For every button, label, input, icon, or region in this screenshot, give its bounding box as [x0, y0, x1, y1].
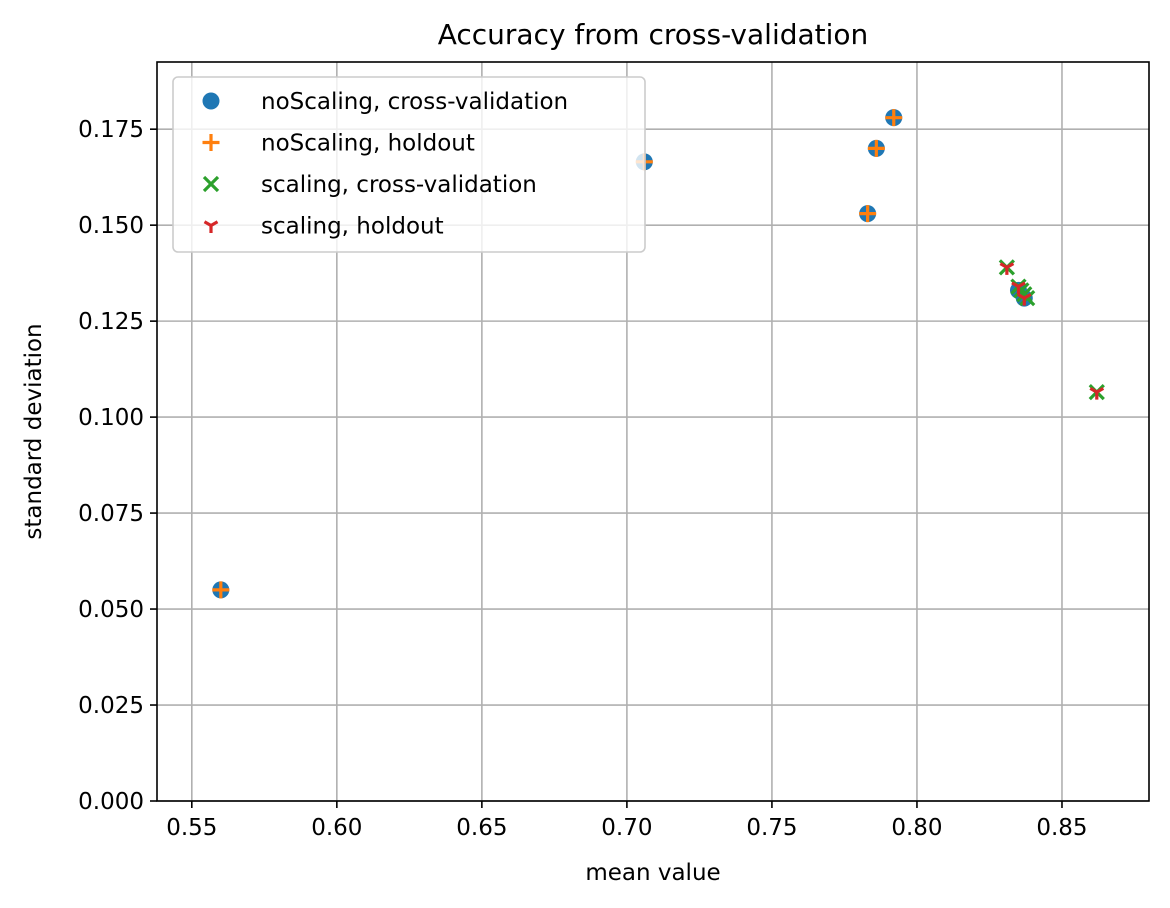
legend-box [172, 76, 646, 253]
legend-marker [202, 175, 220, 193]
legend-entry: scaling, holdout [203, 214, 444, 240]
x-tick-label: 0.80 [891, 815, 942, 841]
legend-label: scaling, cross-validation [261, 172, 537, 198]
data-point [212, 581, 230, 599]
y-tick-label: 0.150 [78, 213, 144, 239]
legend-marker [202, 134, 220, 151]
y-tick-label: 0.125 [78, 309, 144, 335]
x-tick-label: 0.60 [311, 815, 362, 841]
legend-marker [203, 220, 219, 233]
legend-label: noScaling, cross-validation [261, 89, 568, 115]
x-axis-ticks: 0.55 0.60 0.65 0.70 0.75 0.80 0.85 [166, 801, 1088, 841]
data-point [867, 139, 885, 157]
y-tick-label: 0.175 [78, 117, 144, 143]
legend-entry: noScaling, cross-validation [202, 89, 568, 115]
y-tick-label: 0.050 [78, 597, 144, 623]
series-tri_down [999, 262, 1105, 400]
x-tick-label: 0.55 [166, 815, 217, 841]
chart-title: Accuracy from cross-validation [438, 18, 869, 51]
y-axis-label: standard deviation [21, 323, 47, 539]
data-point [1089, 387, 1105, 400]
x-tick-label: 0.75 [746, 815, 797, 841]
y-axis-ticks: 0.000 0.025 0.050 0.075 0.100 0.125 0.150 0.175 [78, 117, 157, 815]
plot-frame [156, 61, 1150, 802]
legend-entry: scaling, cross-validation [202, 172, 537, 198]
data-point [1016, 292, 1032, 306]
y-tick-label: 0.000 [78, 789, 144, 815]
series-x [998, 259, 1105, 401]
legend-entry: noScaling, holdout [202, 131, 475, 157]
data-point [1011, 281, 1026, 295]
x-axis-label: mean value [585, 860, 720, 886]
legend-marker [202, 92, 220, 110]
marks-layer [212, 109, 1105, 599]
data-point [859, 205, 877, 223]
x-tick-label: 0.70 [601, 815, 652, 841]
legend: noScaling, cross-validation noScaling, ho… [172, 76, 646, 253]
grid-layer [157, 62, 1149, 802]
y-tick-label: 0.025 [78, 693, 144, 719]
data-point [885, 109, 903, 127]
x-tick-label: 0.85 [1036, 815, 1087, 841]
y-tick-label: 0.100 [78, 405, 144, 431]
x-tick-label: 0.65 [456, 815, 507, 841]
legend-label: scaling, holdout [261, 214, 444, 240]
y-tick-label: 0.075 [78, 501, 144, 527]
data-point [999, 262, 1015, 275]
legend-label: noScaling, holdout [261, 131, 475, 157]
